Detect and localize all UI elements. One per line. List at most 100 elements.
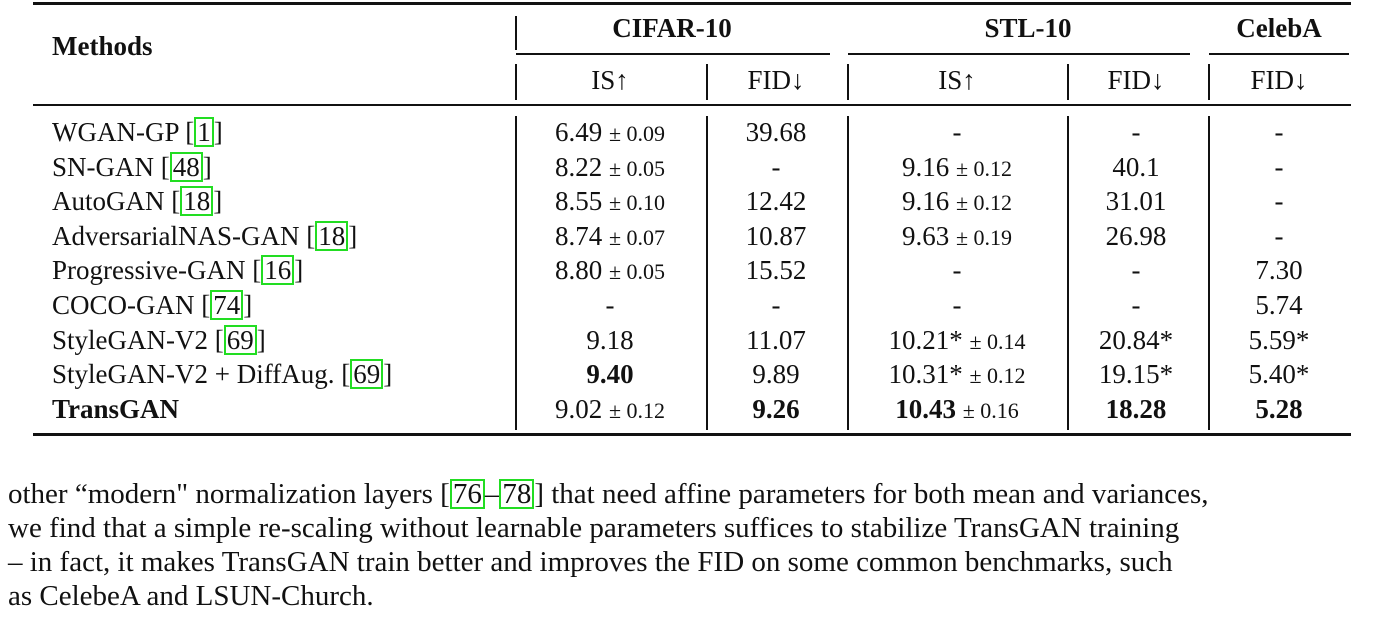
col-separator xyxy=(515,64,517,100)
bracket-close: ] xyxy=(213,186,223,217)
col-separator xyxy=(1067,116,1069,430)
table-header-rule xyxy=(33,104,1351,106)
cell-value: 31.01 xyxy=(1105,186,1167,217)
table-cell: 9.02 ± 0.12 xyxy=(555,393,665,427)
cell-value: 9.16 xyxy=(901,186,950,217)
table-cell: 9.18 xyxy=(586,324,633,356)
method-label: COCO-GAN [ xyxy=(52,290,211,320)
table-cell: - xyxy=(953,289,962,321)
cell-value: - xyxy=(952,255,962,286)
citation-link[interactable]: 78 xyxy=(499,479,535,509)
bracket-close: ] xyxy=(294,255,304,286)
bracket-close: ] xyxy=(383,359,393,390)
stl10-header: STL-10 xyxy=(984,13,1072,43)
cifar10-header: CIFAR-10 xyxy=(612,13,732,43)
cell-value: 9.26 xyxy=(752,393,800,424)
cell-std: ± 0.09 xyxy=(608,121,666,146)
citation-link[interactable]: 1 xyxy=(194,117,214,147)
method-label: SN-GAN [ xyxy=(52,151,170,182)
cell-value: - xyxy=(1274,151,1284,182)
cell-value: 10.31* xyxy=(888,359,963,390)
paragraph-line-1: other “modern" normalization layers [76–… xyxy=(8,477,1378,511)
table-cell: 15.52 xyxy=(746,254,807,286)
celeba-group-underline xyxy=(1209,53,1349,55)
citation-link[interactable]: 69 xyxy=(223,324,257,355)
cell-value: 10.21* xyxy=(888,324,963,355)
cell-value: 9.89 xyxy=(752,359,800,390)
bracket-close: ] xyxy=(213,117,223,147)
table-cell: 5.40* xyxy=(1249,358,1310,390)
col-separator xyxy=(847,116,849,430)
citation-link[interactable]: 18 xyxy=(180,186,214,217)
cell-value: 9.18 xyxy=(586,324,634,355)
method-name: AutoGAN [18] xyxy=(52,185,222,217)
table-cell: - xyxy=(772,151,781,183)
cifar-group-underline xyxy=(516,53,830,55)
table-cell: - xyxy=(953,254,962,286)
table-cell: 9.40 xyxy=(586,358,633,390)
citation-link[interactable]: 76 xyxy=(449,479,485,509)
cell-std: ± 0.12 xyxy=(955,190,1013,216)
citation-link[interactable]: 69 xyxy=(350,359,384,390)
table-bottom-rule xyxy=(33,433,1351,436)
method-label: AdversarialNAS-GAN [ xyxy=(52,220,316,251)
cell-value: 8.55 xyxy=(554,186,603,217)
table-cell: 11.07 xyxy=(746,324,806,356)
table-cell: 12.42 xyxy=(746,185,807,217)
col-separator xyxy=(515,116,517,430)
cell-value: 11.07 xyxy=(746,324,806,355)
method-name: SN-GAN [48] xyxy=(52,151,212,183)
table-cell: 9.63 ± 0.19 xyxy=(902,220,1012,254)
citation-link[interactable]: 18 xyxy=(315,220,349,251)
cell-std: ± 0.07 xyxy=(608,224,666,250)
table-cell: - xyxy=(772,289,781,321)
table-cell: 31.01 xyxy=(1106,185,1167,217)
cell-value: 9.63 xyxy=(901,220,950,251)
method-label: StyleGAN-V2 [ xyxy=(52,324,224,355)
table-cell: - xyxy=(1275,116,1284,148)
cell-std: ± 0.05 xyxy=(608,259,666,285)
table-cell: 8.22 ± 0.05 xyxy=(555,151,665,185)
table-cell: 7.30 xyxy=(1255,254,1302,286)
table-cell: - xyxy=(1275,185,1284,217)
bracket-close: ] xyxy=(243,290,253,320)
method-name: AdversarialNAS-GAN [18] xyxy=(52,220,357,252)
table-top-rule xyxy=(33,2,1351,5)
cell-std: ± 0.19 xyxy=(955,224,1013,250)
celeba-header: CelebA xyxy=(1236,13,1322,43)
cell-value: 5.40* xyxy=(1248,359,1310,390)
table-cell: 9.26 xyxy=(752,393,799,425)
col-separator xyxy=(1067,64,1069,100)
table-cell: - xyxy=(1132,116,1141,148)
cell-value: 10.87 xyxy=(745,220,807,251)
cell-value: - xyxy=(1274,220,1284,251)
method-name: StyleGAN-V2 + DiffAug. [69] xyxy=(52,358,392,390)
cell-value: - xyxy=(952,290,962,320)
method-name: COCO-GAN [74] xyxy=(52,289,252,321)
table-cell: 8.80 ± 0.05 xyxy=(555,254,665,288)
cell-value: - xyxy=(771,151,781,182)
cell-value: 8.22 xyxy=(554,151,603,182)
cell-std: ± 0.10 xyxy=(608,190,666,216)
text-run: – xyxy=(484,478,500,510)
cell-value: 5.59* xyxy=(1248,324,1310,355)
cell-std: ± 0.12 xyxy=(969,363,1026,389)
cell-value: 39.68 xyxy=(745,117,807,147)
table-cell: 10.31* ± 0.12 xyxy=(888,358,1025,392)
citation-link[interactable]: 74 xyxy=(210,290,244,320)
method-name: Progressive-GAN [16] xyxy=(52,254,303,286)
table-cell: 9.89 xyxy=(752,358,799,390)
paragraph-line-3: – in fact, it makes TransGAN train bette… xyxy=(8,546,1173,578)
cell-value: 26.98 xyxy=(1105,220,1167,251)
bracket-close: ] xyxy=(202,151,212,182)
citation-link[interactable]: 48 xyxy=(169,151,203,182)
cell-value: 20.84* xyxy=(1098,324,1174,355)
citation-link[interactable]: 16 xyxy=(261,255,295,286)
bracket-close: ] xyxy=(256,324,266,355)
cell-value: 40.1 xyxy=(1112,151,1160,182)
celeba-fid-header: FID↓ xyxy=(1250,65,1308,95)
table-cell: - xyxy=(606,289,615,321)
cell-value: - xyxy=(1274,117,1284,147)
text-run: ] that need affine parameters for both m… xyxy=(534,478,1209,510)
cell-std: ± 0.05 xyxy=(608,155,666,181)
